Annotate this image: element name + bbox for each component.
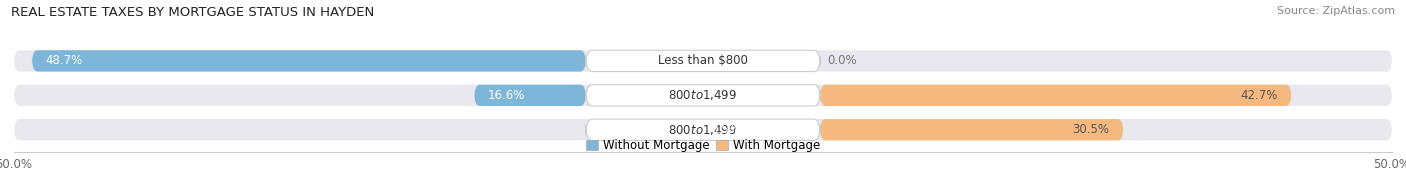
Text: 48.7%: 48.7%: [46, 54, 83, 67]
Text: 42.7%: 42.7%: [1240, 89, 1278, 102]
Text: Less than $800: Less than $800: [658, 54, 748, 67]
FancyBboxPatch shape: [820, 85, 1291, 106]
FancyBboxPatch shape: [586, 119, 820, 140]
FancyBboxPatch shape: [696, 119, 703, 140]
Legend: Without Mortgage, With Mortgage: Without Mortgage, With Mortgage: [586, 139, 820, 152]
FancyBboxPatch shape: [14, 50, 1392, 72]
FancyBboxPatch shape: [586, 85, 820, 106]
Text: 0.0%: 0.0%: [827, 54, 856, 67]
FancyBboxPatch shape: [586, 50, 820, 72]
Text: 16.6%: 16.6%: [488, 89, 526, 102]
FancyBboxPatch shape: [820, 119, 1123, 140]
Text: 0.5%: 0.5%: [710, 123, 740, 136]
Text: $800 to $1,499: $800 to $1,499: [668, 88, 738, 102]
Text: REAL ESTATE TAXES BY MORTGAGE STATUS IN HAYDEN: REAL ESTATE TAXES BY MORTGAGE STATUS IN …: [11, 6, 374, 19]
FancyBboxPatch shape: [32, 50, 586, 72]
Text: 30.5%: 30.5%: [1073, 123, 1109, 136]
FancyBboxPatch shape: [14, 85, 1392, 106]
Text: $800 to $1,499: $800 to $1,499: [668, 123, 738, 137]
Text: Source: ZipAtlas.com: Source: ZipAtlas.com: [1277, 6, 1395, 16]
FancyBboxPatch shape: [474, 85, 586, 106]
FancyBboxPatch shape: [14, 119, 1392, 140]
